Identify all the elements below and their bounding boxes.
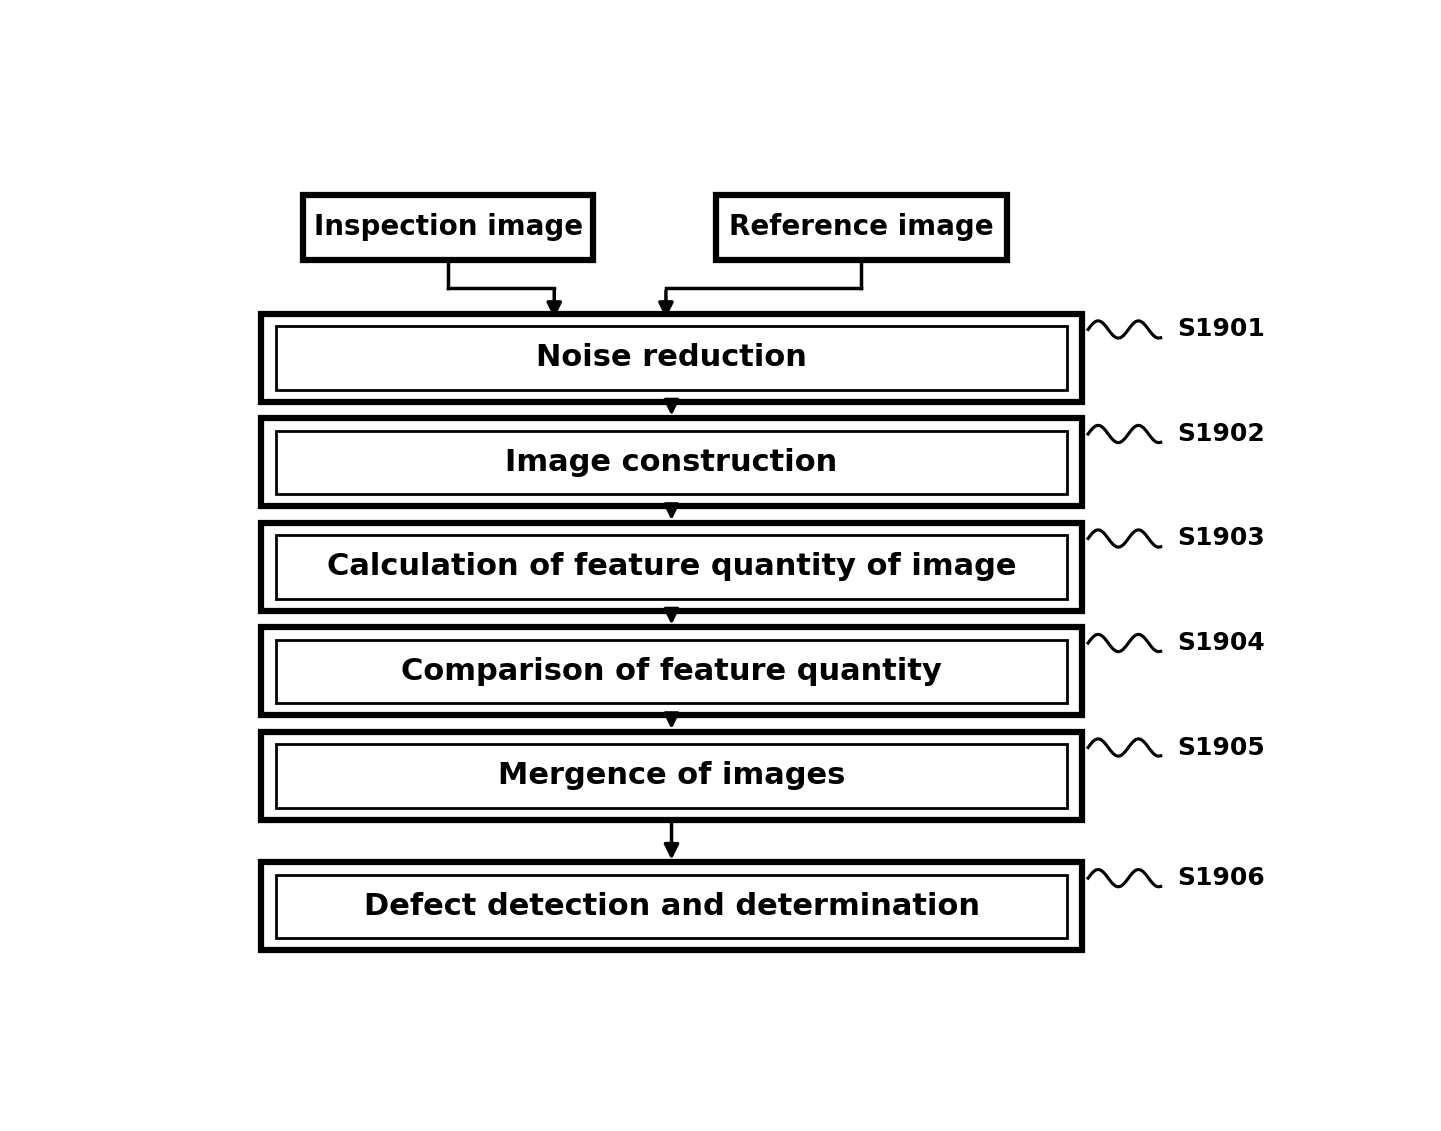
FancyBboxPatch shape (261, 732, 1082, 820)
Text: Noise reduction: Noise reduction (536, 344, 807, 372)
FancyBboxPatch shape (261, 628, 1082, 715)
Text: S1906: S1906 (1177, 866, 1265, 890)
FancyBboxPatch shape (277, 874, 1066, 939)
Text: Inspection image: Inspection image (314, 213, 582, 241)
Text: Comparison of feature quantity: Comparison of feature quantity (401, 657, 942, 685)
Text: Image construction: Image construction (506, 448, 837, 477)
Text: S1905: S1905 (1177, 735, 1265, 760)
FancyBboxPatch shape (277, 639, 1066, 703)
FancyBboxPatch shape (277, 326, 1066, 389)
FancyBboxPatch shape (261, 863, 1082, 950)
Text: Mergence of images: Mergence of images (497, 761, 846, 791)
FancyBboxPatch shape (716, 195, 1006, 260)
Text: S1901: S1901 (1177, 318, 1265, 342)
FancyBboxPatch shape (261, 523, 1082, 611)
Text: S1902: S1902 (1177, 422, 1265, 446)
Text: Reference image: Reference image (729, 213, 994, 241)
FancyBboxPatch shape (277, 744, 1066, 808)
FancyBboxPatch shape (303, 195, 594, 260)
Text: Defect detection and determination: Defect detection and determination (363, 892, 980, 921)
Text: S1904: S1904 (1177, 631, 1265, 655)
FancyBboxPatch shape (277, 431, 1066, 494)
Text: Calculation of feature quantity of image: Calculation of feature quantity of image (327, 552, 1016, 581)
FancyBboxPatch shape (261, 418, 1082, 507)
FancyBboxPatch shape (261, 313, 1082, 402)
Text: S1903: S1903 (1177, 527, 1265, 551)
FancyBboxPatch shape (277, 535, 1066, 598)
